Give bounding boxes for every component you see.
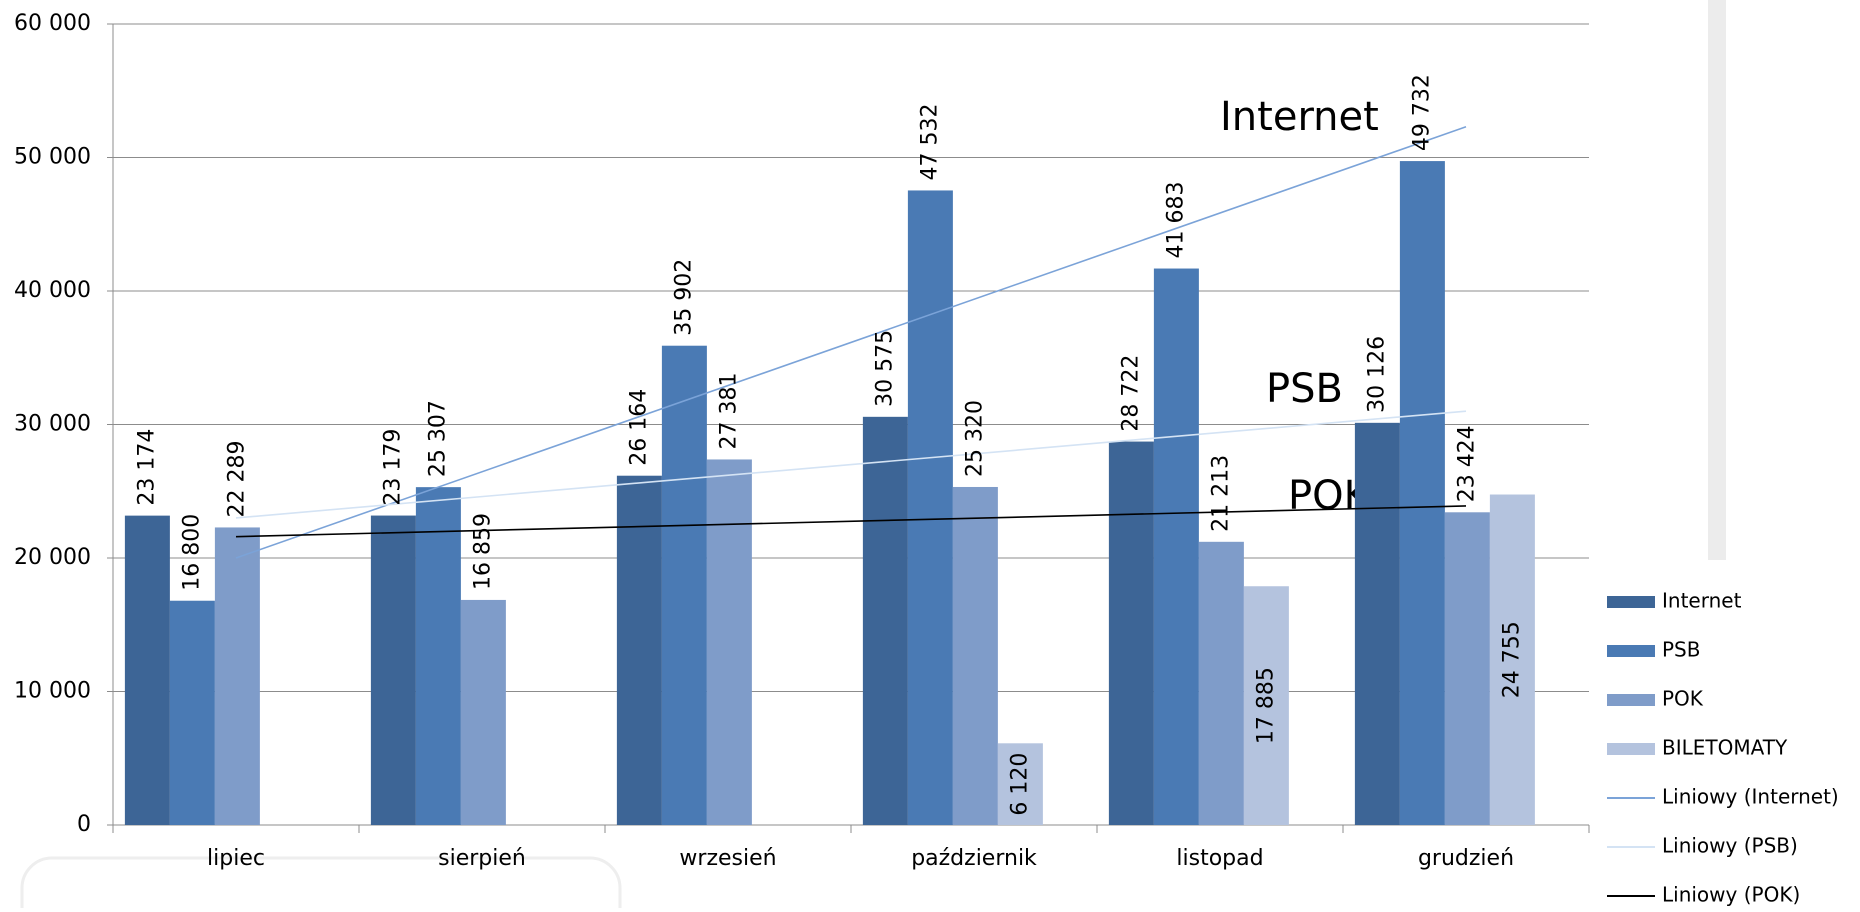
trendline [235, 505, 1467, 538]
background-panel [1708, 0, 1726, 560]
legend: Internet PSB POK BILETOMATY Liniowy (Interne… [1607, 589, 1839, 907]
y-tick-label: 50 000 [14, 145, 91, 170]
x-tick-label: grudzień [1418, 846, 1514, 871]
data-label: 23 424 [1454, 425, 1479, 502]
bar [1444, 512, 1490, 825]
legend-label: BILETOMATY [1662, 736, 1788, 760]
legend-label: PSB [1662, 638, 1700, 662]
data-label: 21 213 [1208, 455, 1233, 532]
data-label: 27 381 [716, 372, 741, 449]
annotation: PSB [1266, 366, 1343, 412]
legend-label: Liniowy (POK) [1662, 883, 1800, 907]
data-label: 16 800 [179, 514, 204, 591]
legend-swatch [1607, 743, 1655, 755]
legend-label: POK [1662, 687, 1704, 711]
data-label: 49 732 [1409, 74, 1434, 151]
bar [1243, 586, 1289, 825]
bar [1489, 494, 1535, 825]
x-tick-label: sierpień [438, 846, 526, 871]
legend-label: Liniowy (PSB) [1662, 834, 1798, 858]
legend-label: Internet [1662, 589, 1742, 613]
y-tick-label: 10 000 [14, 679, 91, 704]
data-label: 23 174 [134, 429, 159, 506]
data-label: 6 120 [1007, 753, 1032, 816]
data-label: 26 164 [626, 389, 651, 466]
trendline [235, 410, 1467, 519]
x-tick-label: wrzesień [679, 846, 776, 871]
bar [1153, 268, 1199, 825]
bar [124, 515, 170, 825]
background-box [20, 856, 622, 912]
y-tick-label: 40 000 [14, 278, 91, 303]
annotation: Internet [1220, 94, 1379, 140]
bar [661, 345, 707, 825]
data-label: 25 307 [425, 400, 450, 477]
legend-swatch [1607, 694, 1655, 706]
bar [460, 599, 506, 825]
bar [1198, 541, 1244, 825]
data-label: 35 902 [671, 259, 696, 336]
x-tick-label: listopad [1176, 846, 1263, 871]
x-tick-label: październik [911, 846, 1037, 871]
y-tick-label: 20 000 [14, 545, 91, 570]
data-label: 30 126 [1364, 336, 1389, 413]
data-label: 28 722 [1118, 355, 1143, 432]
y-tick-label: 60 000 [14, 11, 91, 36]
bar [997, 743, 1043, 825]
data-label: 47 532 [917, 103, 942, 180]
y-tick-label: 0 [77, 812, 91, 837]
data-label: 24 755 [1499, 621, 1524, 698]
bar [370, 515, 416, 825]
legend-swatch [1607, 596, 1655, 608]
legend-label: Liniowy (Internet) [1662, 785, 1839, 809]
data-label: 22 289 [224, 440, 249, 517]
data-label: 30 575 [872, 330, 897, 407]
y-tick-label: 30 000 [14, 412, 91, 437]
bar [1399, 161, 1445, 825]
bar [214, 527, 260, 825]
bar [952, 486, 998, 825]
bar [706, 459, 752, 825]
bar [1108, 441, 1154, 825]
x-tick-label: lipiec [207, 846, 265, 871]
bar [616, 475, 662, 825]
bar [862, 416, 908, 825]
data-label: 17 885 [1253, 667, 1278, 744]
data-label: 23 179 [380, 429, 405, 506]
data-label: 16 859 [470, 513, 495, 590]
bar [169, 600, 215, 825]
data-label: 41 683 [1163, 182, 1188, 259]
data-label: 25 320 [962, 400, 987, 477]
legend-swatch [1607, 645, 1655, 657]
trendline [235, 126, 1467, 559]
bar [415, 487, 461, 825]
bar [1354, 422, 1400, 825]
grid [113, 23, 1589, 692]
bar [907, 190, 953, 825]
